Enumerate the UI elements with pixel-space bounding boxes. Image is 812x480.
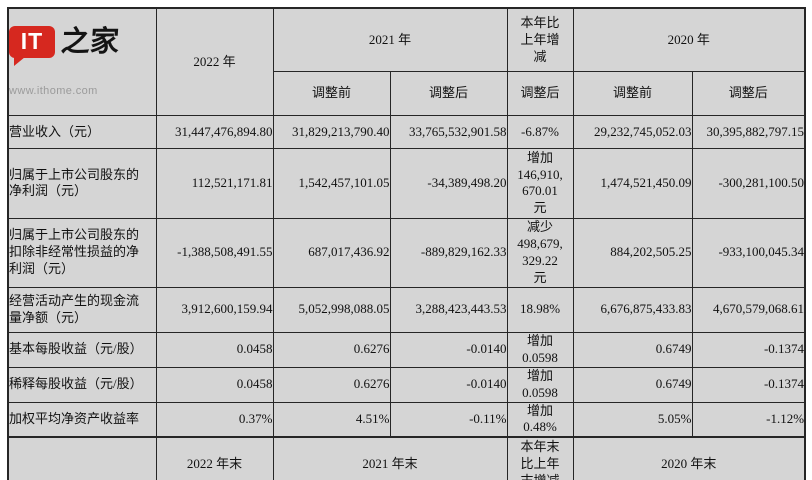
value-2022: 0.0458 <box>155 366 274 403</box>
header-2021-adj-after: 调整后 <box>389 71 508 116</box>
value-2021-before: 0.6276 <box>272 331 391 368</box>
metric-label: 加权平均净资产收益率 <box>7 401 157 438</box>
value-2021-before: 4.51% <box>272 401 391 438</box>
value-2021-after: -0.0140 <box>389 366 508 403</box>
header-row-adjustments: 调整前 调整后 调整后 调整前 调整后 <box>8 71 806 116</box>
ithome-logo: IT 之家 <box>9 24 155 66</box>
value-2022: 0.0458 <box>155 331 274 368</box>
value-change: 增加 0.0598 <box>506 366 574 403</box>
logo-badge-text: IT <box>20 27 44 54</box>
header-change-yoy: 本年比 上年增 减 <box>506 7 574 73</box>
value-2020-after: -300,281,100.50 <box>691 147 806 219</box>
value-2021-before: 687,017,436.92 <box>272 217 391 288</box>
value-2020-after: 30,395,882,797.15 <box>691 114 806 149</box>
footer-label-cell <box>7 436 157 480</box>
value-2020-before: 884,202,505.25 <box>572 217 693 288</box>
value-change: 增加 0.0598 <box>506 331 574 368</box>
table-row-basic-eps: 基本每股收益（元/股） 0.0458 0.6276 -0.0140 增加 0.0… <box>7 331 806 368</box>
footer-change-year-end: 本年末 比上年 末增减 <box>506 436 574 480</box>
metric-label: 营业收入（元） <box>7 114 157 149</box>
value-2020-after: -933,100,045.34 <box>691 217 806 288</box>
value-2021-after: -889,829,162.33 <box>389 217 508 288</box>
value-change: 增加 0.48% <box>506 401 574 438</box>
value-change: 减少 498,679, 329.22 元 <box>506 217 574 288</box>
ithome-badge-icon: IT <box>9 25 55 66</box>
metric-label: 归属于上市公司股东的 扣除非经常性损益的净 利润（元） <box>7 217 157 288</box>
value-2021-before: 31,829,213,790.40 <box>272 114 391 149</box>
header-year-2021: 2021 年 <box>272 7 508 73</box>
value-2021-before: 1,542,457,101.05 <box>272 147 391 219</box>
footer-year-end-2022: 2022 年末 <box>155 436 274 480</box>
table-row-net-profit-excl-nonrecurring: 归属于上市公司股东的 扣除非经常性损益的净 利润（元） -1,388,508,4… <box>7 217 806 288</box>
value-2020-before: 0.6749 <box>572 331 693 368</box>
value-2021-after: -0.0140 <box>389 331 508 368</box>
value-2022: 112,521,171.81 <box>155 147 274 219</box>
header-change-adj-after: 调整后 <box>506 71 574 116</box>
logo-brand-text: 之家 <box>59 24 121 59</box>
header-year-2022: 2022 年 <box>155 7 274 116</box>
metric-label: 经营活动产生的现金流 量净额（元） <box>7 286 157 333</box>
logo-cell: IT 之家 www.ithome.com <box>7 7 157 116</box>
value-2021-after: 3,288,423,443.53 <box>389 286 508 333</box>
value-2020-before: 6,676,875,433.83 <box>572 286 693 333</box>
value-2022: 0.37% <box>155 401 274 438</box>
table-row-weighted-avg-roe: 加权平均净资产收益率 0.37% 4.51% -0.11% 增加 0.48% 5… <box>7 401 806 438</box>
value-2022: 3,912,600,159.94 <box>155 286 274 333</box>
table-row-net-profit: 归属于上市公司股东的 净利润（元） 112,521,171.81 1,542,4… <box>7 147 806 219</box>
value-2020-after: -0.1374 <box>691 366 806 403</box>
value-2021-before: 0.6276 <box>272 366 391 403</box>
footer-row-year-end: 2022 年末 2021 年末 本年末 比上年 末增减 2020 年末 <box>7 436 806 480</box>
value-2020-after: 4,670,579,068.61 <box>691 286 806 333</box>
metric-label: 归属于上市公司股东的 净利润（元） <box>7 147 157 219</box>
value-2022: 31,447,476,894.80 <box>155 114 274 149</box>
value-2021-after: -0.11% <box>389 401 508 438</box>
value-change: -6.87% <box>506 114 574 149</box>
table-row-operating-cash-flow: 经营活动产生的现金流 量净额（元） 3,912,600,159.94 5,052… <box>7 286 806 333</box>
financial-comparison-table: IT 之家 www.ithome.com 2022 年 2021 年 本年比 上… <box>7 7 807 480</box>
metric-label: 基本每股收益（元/股） <box>7 331 157 368</box>
value-2020-before: 29,232,745,052.03 <box>572 114 693 149</box>
logo-website-url: www.ithome.com <box>9 84 98 97</box>
value-2021-after: -34,389,498.20 <box>389 147 508 219</box>
value-change: 增加 146,910, 670.01 元 <box>506 147 574 219</box>
table-row-revenue: 营业收入（元） 31,447,476,894.80 31,829,213,790… <box>7 114 806 149</box>
value-2020-after: -1.12% <box>691 401 806 438</box>
value-2020-before: 1,474,521,450.09 <box>572 147 693 219</box>
value-2020-before: 0.6749 <box>572 366 693 403</box>
value-2021-before: 5,052,998,088.05 <box>272 286 391 333</box>
footer-year-end-2021: 2021 年末 <box>272 436 508 480</box>
value-2020-after: -0.1374 <box>691 331 806 368</box>
header-2021-adj-before: 调整前 <box>272 71 391 116</box>
header-2020-adj-before: 调整前 <box>572 71 693 116</box>
table-row-diluted-eps: 稀释每股收益（元/股） 0.0458 0.6276 -0.0140 增加 0.0… <box>7 366 806 403</box>
footer-year-end-2020: 2020 年末 <box>572 436 806 480</box>
header-row-years: IT 之家 www.ithome.com 2022 年 2021 年 本年比 上… <box>7 7 806 116</box>
metric-label: 稀释每股收益（元/股） <box>7 366 157 403</box>
header-year-2020: 2020 年 <box>572 7 806 73</box>
header-2020-adj-after: 调整后 <box>691 71 806 116</box>
value-2022: -1,388,508,491.55 <box>155 217 274 288</box>
value-2020-before: 5.05% <box>572 401 693 438</box>
value-change: 18.98% <box>506 286 574 333</box>
value-2021-after: 33,765,532,901.58 <box>389 114 508 149</box>
